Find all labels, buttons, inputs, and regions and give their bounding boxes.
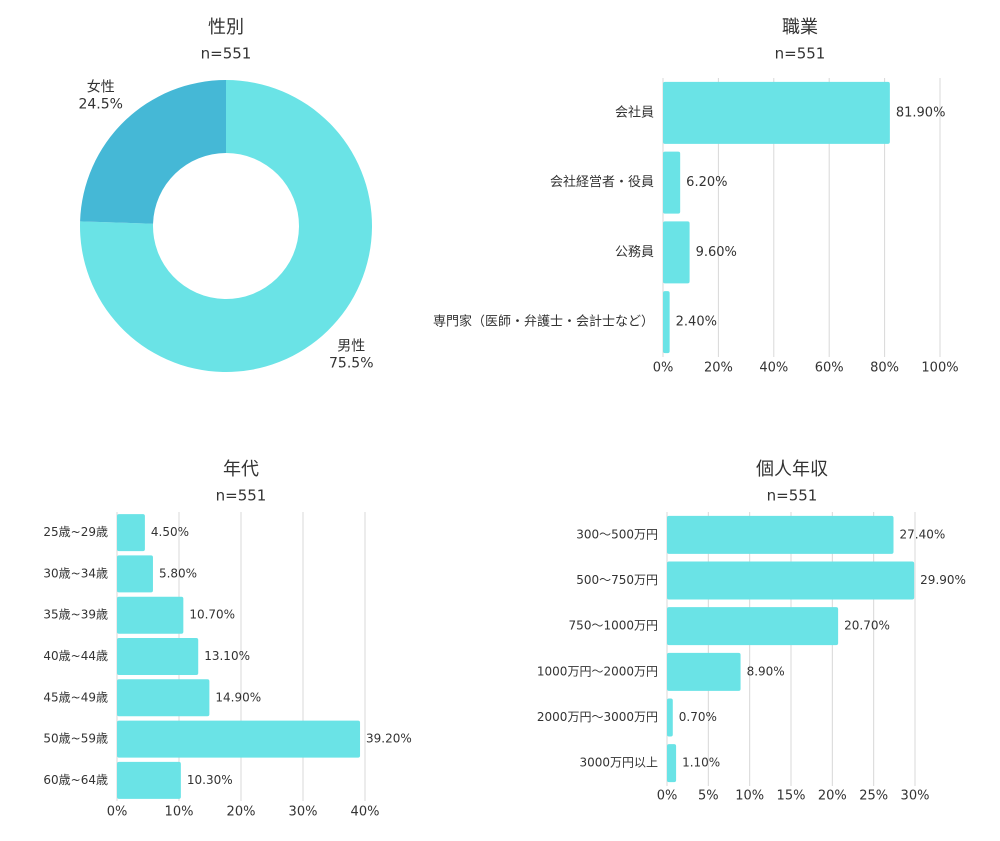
bar: [663, 221, 690, 284]
value-label: 13.10%: [204, 649, 250, 663]
chart-subtitle: n=551: [775, 45, 826, 63]
x-tick-label: 0%: [653, 361, 674, 376]
category-label: 50歳~59歳: [43, 732, 108, 746]
bar: [667, 652, 741, 691]
bar: [117, 720, 361, 758]
pie-slice: [79, 80, 372, 372]
slice-value: 75.5%: [329, 355, 373, 371]
category-label: 会社経営者・役員: [550, 174, 654, 190]
x-tick-label: 60%: [815, 361, 844, 376]
value-label: 4.50%: [151, 525, 189, 539]
x-tick-label: 40%: [351, 805, 380, 820]
chart-title: 性別: [208, 17, 244, 38]
chart-subtitle: n=551: [201, 45, 252, 63]
x-tick-label: 30%: [289, 805, 318, 820]
x-tick-label: 25%: [859, 789, 888, 804]
x-tick-label: 5%: [698, 789, 719, 804]
bar: [667, 698, 673, 737]
bar: [117, 596, 184, 634]
chart-subtitle: n=551: [216, 487, 267, 505]
value-label: 8.90%: [747, 664, 785, 678]
value-label: 14.90%: [215, 690, 261, 704]
value-label: 1.10%: [682, 756, 720, 770]
x-tick-label: 15%: [777, 789, 806, 804]
x-tick-label: 20%: [227, 805, 256, 820]
bar: [117, 679, 210, 717]
bar: [667, 607, 839, 646]
chart-title: 職業: [782, 17, 818, 38]
value-label: 10.70%: [189, 608, 235, 622]
category-label: 専門家（医師・弁護士・会計士など）: [433, 314, 654, 330]
bar: [663, 291, 670, 354]
category-label: 25歳~29歳: [43, 525, 108, 539]
bar: [117, 555, 153, 593]
chart-subtitle: n=551: [767, 487, 818, 505]
category-label: 30歳~34歳: [43, 566, 108, 580]
category-label: 300〜500万円: [576, 527, 658, 541]
x-tick-label: 0%: [657, 789, 678, 804]
category-label: 会社員: [615, 104, 654, 120]
chart-title: 年代: [223, 459, 259, 480]
x-tick-label: 0%: [107, 805, 128, 820]
category-label: 60歳~64歳: [43, 773, 108, 787]
value-label: 39.20%: [366, 732, 412, 746]
category-label: 3000万円以上: [579, 756, 658, 770]
value-label: 2.40%: [676, 315, 717, 330]
category-label: 500〜750万円: [576, 573, 658, 587]
x-tick-label: 10%: [735, 789, 764, 804]
bar: [117, 761, 181, 799]
bar: [117, 514, 145, 552]
value-label: 0.70%: [679, 710, 717, 724]
value-label: 9.60%: [696, 245, 737, 260]
slice-label: 男性: [337, 338, 365, 354]
value-label: 81.90%: [896, 105, 946, 120]
bar: [667, 515, 894, 554]
chart-title: 個人年収: [756, 459, 828, 480]
slice-value: 24.5%: [78, 97, 122, 113]
category-label: 1000万円〜2000万円: [537, 664, 658, 678]
x-tick-label: 80%: [870, 361, 899, 376]
category-label: 公務員: [615, 245, 654, 260]
bar: [117, 638, 199, 675]
value-label: 29.90%: [920, 573, 966, 587]
category-label: 750〜1000万円: [569, 619, 658, 633]
value-label: 20.70%: [844, 619, 890, 633]
category-label: 2000万円〜3000万円: [537, 710, 658, 724]
slice-label: 女性: [87, 79, 115, 96]
bar: [663, 151, 681, 214]
value-label: 27.40%: [900, 527, 946, 541]
value-label: 10.30%: [187, 773, 233, 787]
value-label: 5.80%: [159, 566, 197, 580]
x-tick-label: 10%: [165, 805, 194, 820]
category-label: 35歳~39歳: [43, 608, 108, 622]
x-tick-label: 30%: [901, 789, 930, 804]
pie-slice: [80, 80, 226, 224]
x-tick-label: 100%: [921, 361, 958, 376]
category-label: 40歳~44歳: [43, 649, 108, 663]
bar: [667, 561, 915, 600]
bar: [663, 81, 890, 144]
category-label: 45歳~49歳: [43, 690, 108, 704]
x-tick-label: 20%: [704, 361, 733, 376]
value-label: 6.20%: [686, 175, 727, 190]
bar: [667, 744, 677, 783]
x-tick-label: 40%: [759, 361, 788, 376]
x-tick-label: 20%: [818, 789, 847, 804]
